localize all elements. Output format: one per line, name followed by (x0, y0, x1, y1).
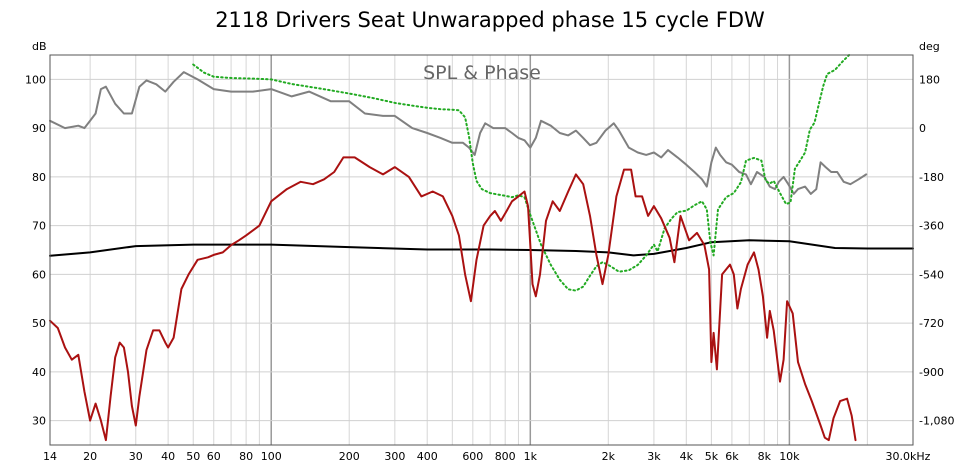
x-tick-label: 800 (495, 450, 516, 463)
x-tick-label: 10k (779, 450, 800, 463)
inner-chart-label: SPL & Phase (423, 62, 541, 84)
y-right-tick-label: -900 (919, 366, 944, 379)
y-right-tick-label: 0 (919, 122, 926, 135)
x-tick-label: 3k (647, 450, 661, 463)
y-right-tick-label: -180 (919, 171, 944, 184)
y-right-unit: deg (919, 40, 940, 53)
x-tick-label: 1k (524, 450, 538, 463)
y-left-tick-label: 100 (25, 73, 46, 86)
x-tick-label: 80 (239, 450, 253, 463)
y-left-tick-label: 50 (32, 317, 46, 330)
x-tick-label: 100 (261, 450, 282, 463)
y-left-tick-label: 40 (32, 366, 46, 379)
series-line-3 (192, 54, 851, 292)
y-left-tick-label: 90 (32, 122, 46, 135)
y-left-tick-labels: 30 40 50 60 70 80 90 100 (25, 73, 46, 427)
x-tick-label: 8k (758, 450, 772, 463)
y-right-tick-labels: 180 0 -180 -360 -540 -720 -900 -1,080 (919, 73, 954, 427)
x-axis-unit-label: 30.0kHz (886, 450, 931, 463)
x-tick-labels: 14 20 30 40 50 60 80 100 200 300 400 600 800 1k 2k 3k 4k… (43, 450, 800, 463)
y-left-tick-label: 70 (32, 220, 46, 233)
x-tick-label: 4k (680, 450, 694, 463)
series-line-0 (49, 156, 857, 442)
x-tick-label: 20 (83, 450, 97, 463)
x-tick-label: 40 (161, 450, 175, 463)
x-tick-label: 50 (186, 450, 200, 463)
x-tick-label: 300 (384, 450, 405, 463)
x-tick-label: 14 (43, 450, 57, 463)
y-left-tick-label: 80 (32, 171, 46, 184)
x-tick-label: 200 (339, 450, 360, 463)
x-tick-label: 600 (462, 450, 483, 463)
x-tick-label: 5k (705, 450, 719, 463)
x-tick-label: 60 (207, 450, 221, 463)
y-left-tick-label: 30 (32, 415, 46, 428)
x-tick-label: 6k (725, 450, 739, 463)
y-right-tick-label: -720 (919, 317, 944, 330)
y-right-tick-label: -360 (919, 220, 944, 233)
y-right-tick-label: 180 (919, 73, 940, 86)
plot-frame (49, 54, 914, 446)
series-line-1 (49, 239, 914, 257)
x-tick-label: 400 (417, 450, 438, 463)
y-right-tick-label: -1,080 (919, 415, 954, 428)
x-tick-label: 30 (129, 450, 143, 463)
y-right-tick-label: -540 (919, 268, 944, 281)
y-left-unit: dB (32, 40, 47, 53)
series-line-2 (49, 71, 868, 195)
x-tick-label: 2k (602, 450, 616, 463)
series-group (49, 54, 914, 442)
chart-title: 2118 Drivers Seat Unwarapped phase 15 cy… (215, 8, 765, 32)
y-left-tick-label: 60 (32, 268, 46, 281)
